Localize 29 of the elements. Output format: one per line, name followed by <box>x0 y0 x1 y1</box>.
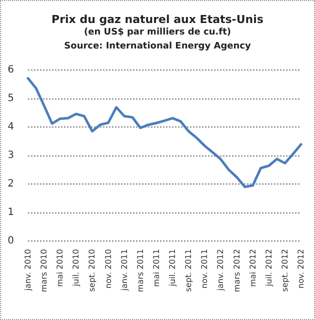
x-tick-label: mars 2012 <box>232 249 242 292</box>
x-tick-label: janv. 2011 <box>120 249 129 292</box>
chart-title: Prix du gaz naturel aux Etats-Unis <box>52 13 264 26</box>
x-tick-label: juil. 2011 <box>168 249 178 288</box>
x-tick-label: janv. 2012 <box>216 249 226 292</box>
x-tick-label: juil. 2010 <box>72 249 81 288</box>
x-tick-label: mars 2010 <box>40 249 49 292</box>
x-tick-label: nov. 2012 <box>296 249 306 289</box>
y-tick-label: 3 <box>8 150 14 161</box>
x-tick-label: janv. 2010 <box>24 249 32 292</box>
x-tick-label: sept. 2011 <box>184 249 194 292</box>
x-tick-label: sept. 2012 <box>280 249 290 292</box>
x-tick-label: mai 2010 <box>56 249 65 287</box>
x-tick-label: nov. 2011 <box>200 249 210 289</box>
x-tick-label: sept. 2010 <box>88 249 97 292</box>
x-tick-label: mars 2011 <box>136 249 145 292</box>
x-tick-label: mai 2012 <box>248 249 258 287</box>
x-tick-label: juil. 2012 <box>264 249 274 288</box>
line-series <box>26 77 302 188</box>
y-tick-label: 0 <box>8 236 14 246</box>
y-tick-label: 6 <box>8 64 14 76</box>
y-tick-label: 1 <box>8 207 14 218</box>
y-tick-label: 5 <box>8 93 14 104</box>
chart-subtitle: (en US$ par milliers de cu.ft) <box>84 28 231 38</box>
source-note: Source: International Energy Agency <box>64 42 251 52</box>
x-tick-label: mai 2011 <box>152 249 161 287</box>
y-tick-label: 4 <box>8 122 14 132</box>
y-tick-label: 2 <box>8 178 14 190</box>
x-tick-label: nov. 2010 <box>104 249 113 289</box>
